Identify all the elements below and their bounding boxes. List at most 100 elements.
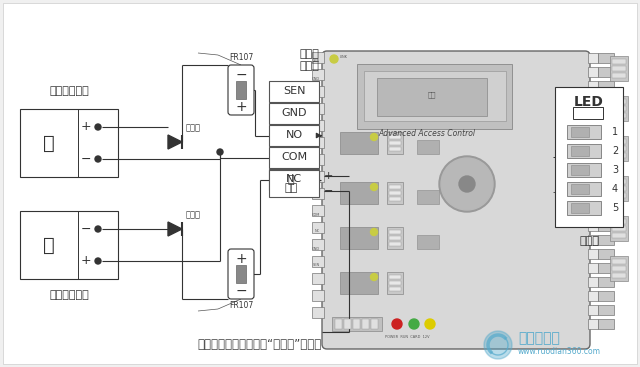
Bar [269,125,319,146]
Text: NC: NC [315,229,320,233]
Text: FR107: FR107 [229,54,253,62]
Bar [588,207,598,217]
Bar [389,135,401,139]
Bar [387,272,403,294]
Circle shape [371,229,378,236]
FancyBboxPatch shape [322,51,590,349]
Text: Advanced Access Control: Advanced Access Control [378,130,476,138]
Circle shape [392,319,402,329]
Bar [598,67,614,77]
Bar [20,109,118,177]
Text: NO: NO [315,196,320,200]
Bar [588,123,598,133]
Bar [598,151,614,161]
Text: 弱电智能网: 弱电智能网 [518,331,560,345]
Text: 3: 3 [612,165,618,175]
Bar [588,137,598,147]
Bar [598,249,614,259]
Bar [598,235,614,245]
Text: 2: 2 [612,146,618,156]
Bar [312,222,324,233]
Bar [588,81,598,91]
Bar [567,182,601,196]
Circle shape [95,258,101,264]
Bar [387,182,403,204]
Text: LINK: LINK [340,55,348,59]
Bar [610,176,628,201]
Text: −: − [235,284,247,298]
Bar [598,109,614,119]
Bar [598,305,614,315]
Circle shape [459,176,475,192]
Text: 12V: 12V [313,145,320,149]
Bar [598,179,614,189]
Bar [612,266,626,271]
Bar [588,263,598,273]
Bar [371,319,378,329]
Bar [389,147,401,151]
Bar [312,86,324,97]
Bar [389,185,401,189]
Bar [588,249,598,259]
Bar [312,256,324,267]
Bar [312,103,324,114]
Text: 锁: 锁 [288,175,294,185]
Circle shape [95,124,101,130]
Bar [236,81,246,99]
Bar [567,163,601,177]
Bar [389,236,401,240]
Bar [588,221,598,231]
Bar [269,147,319,168]
Circle shape [330,55,338,63]
Bar [389,197,401,201]
Bar [612,99,626,104]
Text: 锁: 锁 [43,236,55,254]
Bar [353,319,360,329]
Bar [389,281,401,285]
Bar [269,103,319,124]
Bar [269,81,319,102]
Polygon shape [168,135,182,149]
Bar [612,219,626,224]
Text: −: − [81,153,92,166]
Bar [598,221,614,231]
Bar [389,242,401,246]
Bar [612,193,626,198]
Bar [567,144,601,158]
Text: 12V: 12V [313,178,320,182]
Text: NC: NC [286,174,302,185]
Bar [610,56,628,81]
Text: 通电开锁接线: 通电开锁接线 [49,86,89,96]
Text: COM: COM [312,110,320,115]
Bar [612,66,626,71]
Text: +: + [81,254,92,268]
Bar [312,307,324,318]
Bar [573,107,603,119]
Text: SEN: SEN [313,264,320,268]
Bar [598,291,614,301]
Bar [389,191,401,195]
Text: 4: 4 [612,184,618,194]
Text: +: + [81,120,92,134]
Text: GND: GND [312,247,320,251]
Bar [312,205,324,216]
Bar [571,165,589,175]
Bar [312,137,324,148]
Bar [612,59,626,64]
Bar [588,179,598,189]
Text: www.ruodian360.com: www.ruodian360.com [518,346,601,356]
Bar [312,52,324,63]
Bar [389,275,401,279]
Bar [612,186,626,191]
Bar [612,73,626,78]
Bar [588,277,598,287]
Bar [236,265,246,283]
Circle shape [439,156,495,212]
Bar [598,207,614,217]
Text: 断电开锁接线: 断电开锁接线 [49,290,89,300]
Bar [612,153,626,158]
Bar [312,273,324,284]
Bar [598,53,614,63]
Text: COM: COM [281,153,307,163]
Bar [362,319,369,329]
